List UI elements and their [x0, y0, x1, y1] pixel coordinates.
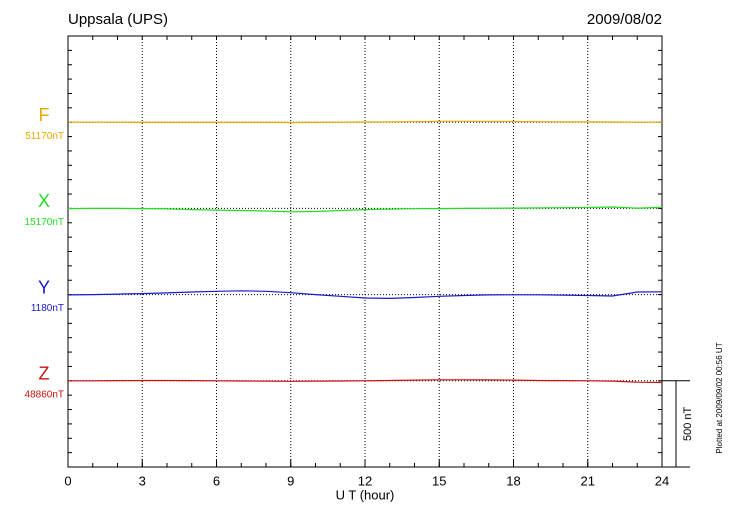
x-tick-label: 0	[64, 473, 71, 488]
series-line	[68, 379, 663, 384]
series-line	[68, 120, 662, 124]
series-name: F	[39, 105, 50, 125]
x-tick-label: 24	[655, 473, 669, 488]
chart-date: 2009/08/02	[587, 11, 662, 28]
x-tick-label: 9	[287, 473, 294, 488]
series-name: X	[38, 191, 50, 211]
x-tick-label: 18	[506, 473, 520, 488]
x-tick-label: 15	[432, 473, 446, 488]
plot-note: Plotted at 2009/09/02 00:56 UT	[715, 342, 724, 453]
chart-title: Uppsala (UPS)	[68, 11, 168, 28]
series-name: Y	[38, 277, 50, 297]
series-baseline-label: 15170nT	[25, 217, 64, 228]
x-axis-label: U T (hour)	[336, 487, 395, 502]
x-tick-label: 21	[581, 473, 595, 488]
scale-label: 500 nT	[682, 406, 694, 441]
series-line	[67, 206, 663, 213]
series-baseline-label: 1180nT	[31, 303, 64, 314]
series-baseline-label: 51170nT	[25, 131, 64, 142]
x-tick-label: 3	[139, 473, 146, 488]
series-line	[67, 290, 663, 300]
series-baseline-label: 48860nT	[25, 389, 64, 400]
series-name: Z	[39, 364, 50, 384]
x-tick-label: 12	[358, 473, 372, 488]
x-tick-label: 6	[213, 473, 220, 488]
